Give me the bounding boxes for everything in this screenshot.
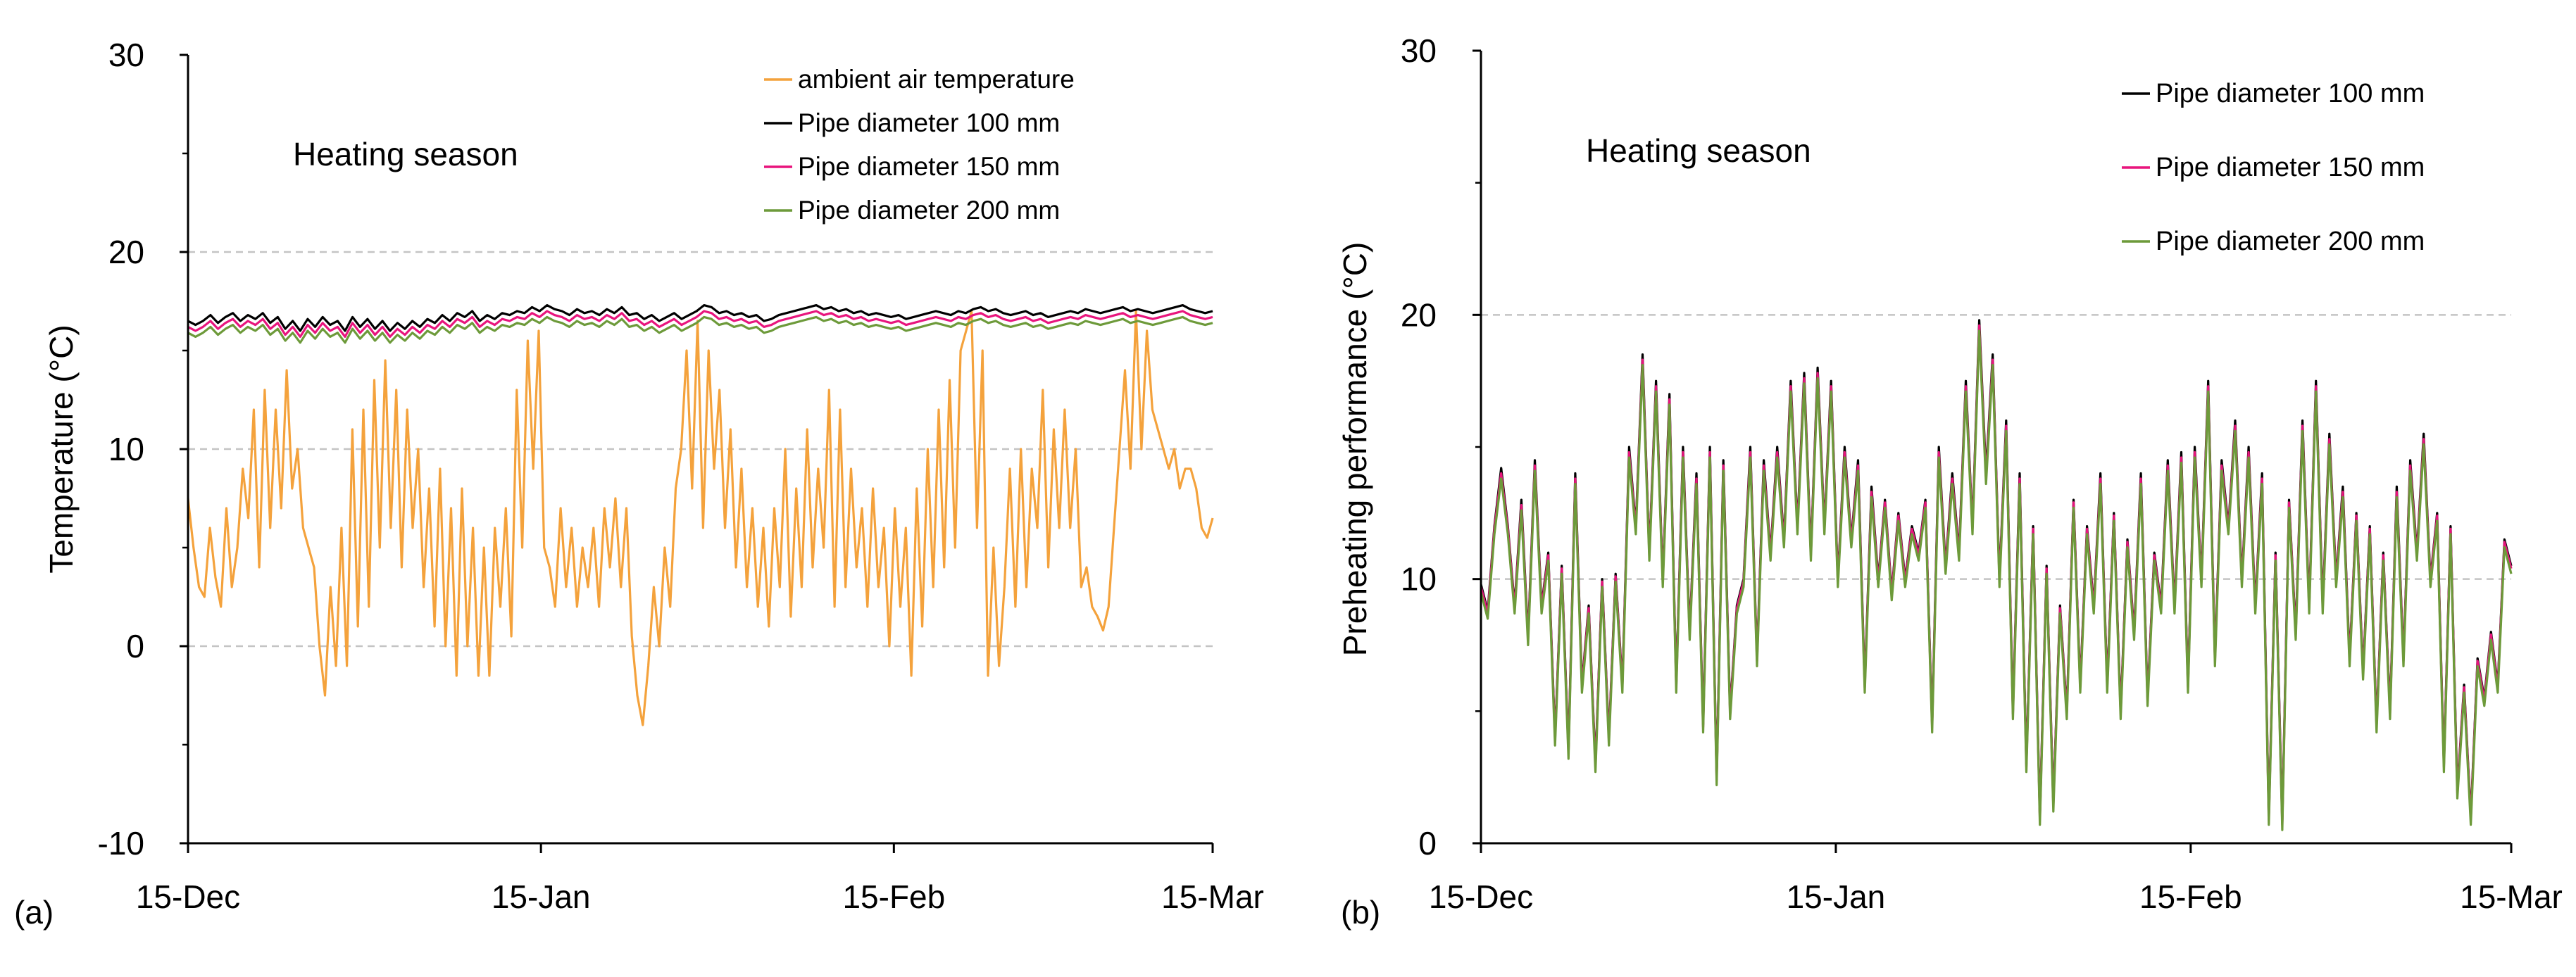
- legend-entry: Pipe diameter 150 mm: [2156, 153, 2425, 182]
- x-tick-label: 15-Dec: [1429, 878, 1533, 915]
- panel-a-y-axis-label: Temperature (°C): [43, 324, 80, 573]
- x-tick-label: 15-Jan: [1787, 878, 1886, 915]
- series-line-pipe-diameter-100-mm: [187, 304, 1213, 332]
- y-tick-label: 10: [108, 431, 144, 467]
- series-line-ambient-air-temperature: [187, 310, 1214, 726]
- y-tick-label: 0: [126, 628, 144, 664]
- panel-a-legend: ambient air temperature Pipe diameter 100…: [764, 65, 1075, 225]
- y-tick-label: 10: [1401, 561, 1437, 598]
- y-tick-label: 20: [1401, 296, 1437, 333]
- panel-b-gridlines: [1481, 314, 2511, 580]
- panel-b-annotation: Heating season: [1586, 132, 1811, 169]
- y-tick-label: -10: [98, 825, 144, 862]
- panel-a-series: [187, 304, 1214, 726]
- series-line-pipe-diameter-150-mm: [1480, 324, 2513, 826]
- legend-entry: Pipe diameter 150 mm: [798, 152, 1060, 181]
- panel-a-y-ticks: -10 0 10 20 30: [98, 37, 188, 862]
- panel-a-label: (a): [14, 894, 54, 931]
- legend-entry: Pipe diameter 100 mm: [2156, 79, 2425, 108]
- panel-a-temperature-chart: -10 0 10 20 30 15-Dec 15-Jan 15-Feb 15-Mar Temp…: [14, 37, 1264, 931]
- series-line-pipe-diameter-200-mm: [1480, 329, 2513, 831]
- panel-b-y-axis-label: Preheating performance (°C): [1337, 242, 1373, 657]
- y-tick-label: 30: [108, 37, 144, 73]
- x-tick-label: 15-Dec: [136, 878, 240, 915]
- panel-b-x-ticks: 15-Dec 15-Jan 15-Feb 15-Mar: [1429, 843, 2563, 915]
- legend-entry: ambient air temperature: [798, 65, 1075, 94]
- y-tick-label: 30: [1401, 32, 1437, 69]
- x-tick-label: 15-Mar: [2460, 878, 2563, 915]
- y-tick-label: 20: [108, 234, 144, 270]
- panel-b-preheating-chart: 0 10 20 30 15-Dec 15-Jan 15-Feb 15-Mar Preheat…: [1337, 32, 2563, 931]
- panel-a-annotation: Heating season: [293, 136, 518, 172]
- panel-b-y-ticks: 0 10 20 30: [1401, 32, 1481, 862]
- series-line-pipe-diameter-150-mm: [187, 310, 1213, 338]
- panel-b-series: [1480, 319, 2513, 831]
- x-tick-label: 15-Feb: [842, 878, 945, 915]
- y-tick-label: 0: [1418, 825, 1437, 862]
- legend-entry: Pipe diameter 100 mm: [798, 108, 1060, 137]
- panel-a-gridlines: [188, 251, 1213, 648]
- x-tick-label: 15-Mar: [1161, 878, 1264, 915]
- legend-entry: Pipe diameter 200 mm: [798, 196, 1060, 225]
- x-tick-label: 15-Feb: [2139, 878, 2242, 915]
- series-line-pipe-diameter-100-mm: [1480, 319, 2513, 824]
- x-tick-label: 15-Jan: [492, 878, 591, 915]
- panel-a-x-ticks: 15-Dec 15-Jan 15-Feb 15-Mar: [136, 843, 1264, 915]
- panel-b-legend: Pipe diameter 100 mm Pipe diameter 150 mm…: [2122, 79, 2425, 256]
- legend-entry: Pipe diameter 200 mm: [2156, 227, 2425, 256]
- panel-b-label: (b): [1341, 894, 1380, 931]
- series-line-pipe-diameter-200-mm: [187, 315, 1213, 344]
